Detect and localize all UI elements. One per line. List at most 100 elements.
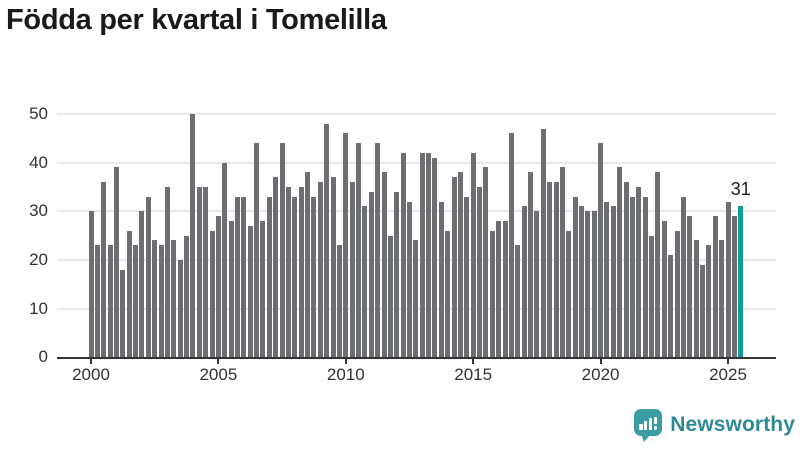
bar-2015-q3 — [483, 167, 489, 358]
bar-2001-q4 — [133, 245, 139, 358]
bar-2010-q4 — [362, 206, 368, 358]
bar-2012-q3 — [407, 201, 412, 358]
bar-2021-q3 — [636, 186, 642, 358]
bar-2003-q3 — [177, 259, 183, 358]
y-axis-label-10: 10 — [29, 298, 48, 318]
bar-2021-q2 — [629, 196, 635, 358]
bar-2002-q2 — [145, 196, 151, 358]
x-axis-label-2000: 2000 — [72, 365, 110, 384]
bar-2018-q4 — [566, 230, 572, 358]
logo-bar-small — [639, 424, 643, 430]
bar-2005-q2 — [222, 162, 228, 358]
x-axis-tick-2025 — [727, 359, 729, 364]
bar-2006-q4 — [260, 221, 266, 358]
y-axis-label-20: 20 — [29, 249, 48, 269]
bar-2004-q1 — [190, 113, 196, 358]
bar-2016-q2 — [502, 221, 508, 358]
bar-2007-q2 — [273, 177, 279, 358]
chart-title: Födda per kvartal i Tomelilla — [6, 4, 387, 36]
bar-2013-q1 — [419, 152, 425, 358]
bar-2019-q4 — [591, 211, 597, 358]
x-axis-label-2015: 2015 — [454, 365, 493, 384]
bar-2002-q4 — [158, 245, 164, 358]
bar-2007-q4 — [285, 186, 291, 358]
bar-2022-q2 — [655, 172, 661, 358]
bar-2003-q1 — [164, 186, 170, 358]
x-axis-tick-2020 — [599, 359, 602, 364]
y-axis-label-0: 0 — [38, 347, 48, 367]
bar-2009-q4 — [336, 245, 342, 358]
bar-2020-q2 — [604, 201, 610, 358]
bar-2002-q1 — [139, 211, 145, 358]
x-axis-tick-2005 — [217, 359, 220, 364]
bar-2000-q2 — [94, 245, 100, 358]
logo-exclamation-dot — [653, 426, 658, 430]
bar-2004-q3 — [203, 186, 209, 358]
bar-2001-q2 — [120, 269, 126, 358]
bar-2024-q2 — [706, 245, 712, 358]
logo-exclamation-stem — [653, 416, 658, 424]
bar-2010-q3 — [356, 143, 362, 358]
bar-2011-q2 — [375, 143, 381, 358]
highlight-value-label: 31 — [730, 179, 751, 200]
bar-2005-q3 — [228, 221, 234, 358]
bar-2002-q3 — [152, 240, 158, 358]
bar-2000-q4 — [107, 245, 113, 358]
bar-2012-q1 — [394, 191, 400, 358]
bar-2022-q3 — [661, 221, 667, 358]
bar-2006-q2 — [247, 225, 253, 358]
gridline-y-40 — [57, 161, 776, 164]
bar-2024-q1 — [700, 264, 706, 358]
bar-2020-q1 — [598, 143, 604, 358]
bar-2011-q3 — [381, 172, 387, 358]
bar-2004-q4 — [209, 230, 215, 358]
bar-2013-q4 — [438, 201, 444, 358]
y-axis-label-40: 40 — [29, 152, 48, 172]
x-axis-line — [57, 357, 776, 359]
highlighted-bar-2025-q3 — [738, 206, 744, 358]
bar-2014-q4 — [464, 196, 470, 358]
bar-2015-q4 — [489, 230, 495, 358]
bar-2013-q3 — [432, 157, 438, 358]
bar-2021-q1 — [623, 182, 629, 358]
x-axis-label-2020: 2020 — [581, 365, 620, 384]
bar-2006-q1 — [241, 196, 247, 358]
bar-2008-q4 — [311, 196, 317, 358]
bar-2016-q4 — [515, 245, 521, 358]
bar-2007-q3 — [279, 143, 285, 358]
bar-2005-q1 — [215, 216, 221, 358]
bar-2022-q4 — [668, 255, 674, 358]
x-axis-label-2025: 2025 — [709, 365, 747, 384]
bar-2018-q3 — [559, 167, 565, 358]
x-axis-label-2010: 2010 — [326, 365, 365, 384]
newsworthy-logo-text: Newsworthy — [670, 413, 795, 436]
x-axis-tick-2015 — [472, 359, 475, 364]
bar-2010-q1 — [343, 133, 349, 358]
bar-2023-q3 — [687, 216, 693, 358]
bar-2023-q4 — [693, 240, 699, 358]
bar-2019-q1 — [572, 196, 578, 358]
bar-2022-q1 — [649, 235, 655, 358]
bar-2012-q2 — [400, 152, 406, 358]
bar-2017-q1 — [521, 206, 527, 358]
bar-2006-q3 — [254, 143, 260, 358]
gridline-y-30 — [57, 210, 776, 213]
bar-2017-q4 — [540, 128, 546, 358]
bar-2009-q2 — [324, 123, 330, 358]
newsworthy-logo-icon — [634, 408, 663, 442]
bar-2000-q1 — [88, 211, 94, 358]
gridline-y-50 — [57, 112, 776, 115]
x-axis-tick-2010 — [344, 359, 347, 364]
bar-2021-q4 — [642, 196, 648, 358]
bar-2001-q1 — [113, 167, 119, 358]
bar-2007-q1 — [266, 196, 272, 358]
bar-2013-q2 — [426, 152, 432, 358]
bar-2018-q1 — [547, 182, 553, 358]
bar-2020-q4 — [617, 167, 623, 358]
bar-2001-q3 — [126, 230, 132, 358]
logo-bar-medium — [644, 421, 648, 430]
bar-2014-q3 — [457, 172, 463, 358]
newsworthy-logo[interactable]: Newsworthy — [634, 405, 795, 445]
x-axis-label-2005: 2005 — [199, 365, 238, 384]
